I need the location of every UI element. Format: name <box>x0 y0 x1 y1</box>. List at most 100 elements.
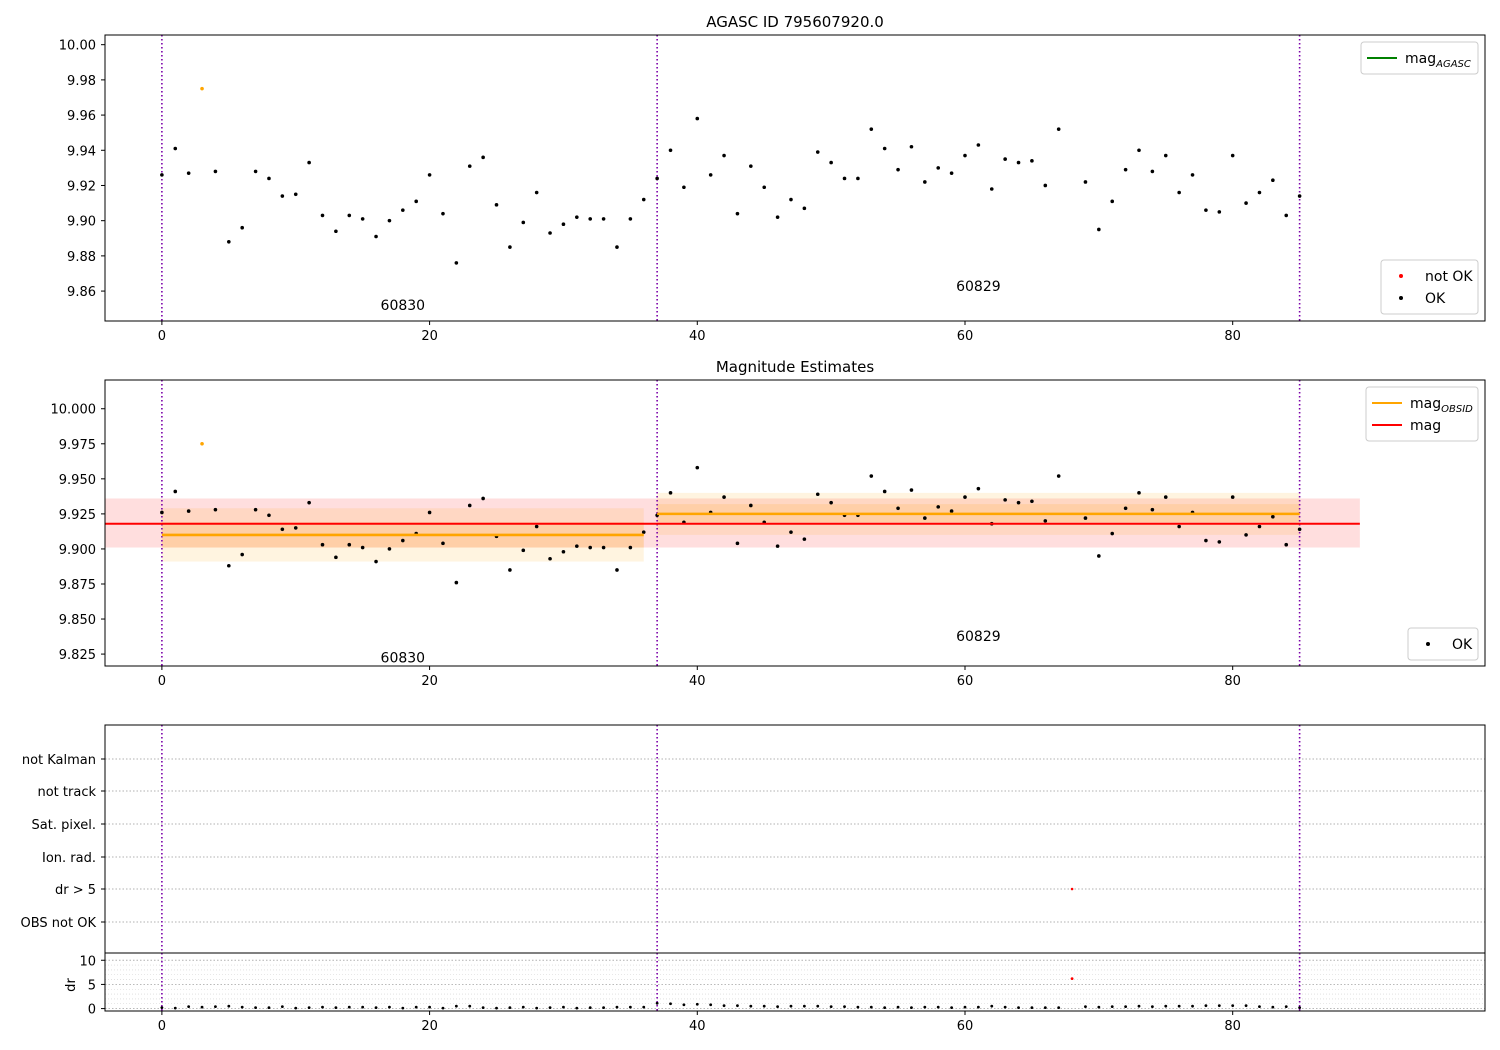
flags-panel: not Kalman not track Sat. pixel. Ion. rad. d… <box>21 724 1486 954</box>
legend-label-text: mag <box>1405 51 1436 67</box>
data-point <box>508 568 512 572</box>
data-point <box>923 180 927 184</box>
flag-row-label: dr > 5 <box>55 883 96 898</box>
data-point <box>561 549 566 554</box>
data-point <box>508 245 512 249</box>
data-point <box>441 541 445 546</box>
dr-point <box>441 1006 445 1010</box>
y-tick-label: 9.950 <box>59 473 96 488</box>
data-point <box>160 173 164 177</box>
data-point <box>722 495 726 499</box>
legend-label: not OK <box>1425 269 1473 285</box>
data-point <box>454 580 459 585</box>
data-point <box>1056 127 1061 131</box>
legend-box <box>1365 386 1479 442</box>
data-point <box>267 513 271 518</box>
data-point <box>695 116 700 121</box>
flag-point <box>1070 887 1074 891</box>
data-point <box>293 192 298 197</box>
data-point <box>253 507 258 512</box>
data-point <box>1150 169 1155 174</box>
x-tick-label: 20 <box>421 1019 438 1034</box>
dr-point <box>936 1005 940 1009</box>
dr-point <box>976 1005 980 1009</box>
data-point <box>575 215 579 219</box>
data-point <box>1083 180 1088 184</box>
y-tick-label: 9.88 <box>67 250 96 265</box>
data-point <box>1016 500 1021 505</box>
data-point <box>963 153 967 158</box>
data-point <box>1230 495 1235 499</box>
legend-label: OK <box>1425 291 1446 307</box>
legend-label: magAGASC <box>1405 51 1471 70</box>
dr-point <box>1043 1006 1047 1010</box>
data-point <box>427 173 432 177</box>
obsid-label: 60829 <box>956 279 1001 295</box>
dr-point <box>1017 1006 1020 1010</box>
data-point <box>240 225 244 230</box>
data-point <box>815 150 820 154</box>
data-point <box>655 176 659 181</box>
data-point <box>200 441 204 446</box>
y-tick-label: 9.92 <box>67 179 96 194</box>
data-point <box>387 218 392 223</box>
data-point <box>481 496 485 501</box>
legend-box <box>1380 259 1479 315</box>
y-tick-label: 9.850 <box>59 613 96 628</box>
data-point <box>307 160 311 165</box>
data-point <box>1177 190 1181 195</box>
dr-point <box>187 1005 191 1009</box>
y-tick-label: 10 <box>79 954 96 969</box>
data-point <box>1204 208 1208 212</box>
data-point <box>628 217 633 221</box>
data-point <box>949 509 954 513</box>
data-point <box>414 199 419 204</box>
data-point <box>280 527 285 532</box>
data-point <box>534 524 539 529</box>
y-tick-label: 0 <box>88 1003 96 1018</box>
dr-point <box>1271 1005 1275 1009</box>
dr-point <box>669 1002 672 1006</box>
legend-label-text: not OK <box>1425 269 1473 285</box>
dr-point <box>709 1003 713 1007</box>
data-point <box>1030 159 1034 163</box>
dr-point <box>1191 1004 1194 1008</box>
data-point <box>869 474 874 478</box>
data-point <box>735 541 740 546</box>
y-tick-label: 9.98 <box>67 74 96 89</box>
data-point <box>896 506 900 511</box>
dr-point <box>615 1005 619 1009</box>
data-point <box>548 231 552 235</box>
y-axis-label: dr <box>64 978 79 992</box>
data-point <box>374 559 378 564</box>
x-tick-label: 80 <box>1224 1019 1241 1034</box>
legend-dot-swatch <box>1399 274 1403 278</box>
dr-point <box>1110 1005 1114 1009</box>
data-point <box>467 164 472 168</box>
data-point <box>1284 542 1289 547</box>
dr-point <box>829 1005 833 1009</box>
dr-point <box>1003 1005 1007 1009</box>
data-point <box>856 176 860 181</box>
dr-point <box>508 1006 512 1010</box>
dr-point <box>896 1005 900 1009</box>
y-tick-label: 9.875 <box>59 578 96 593</box>
data-point <box>923 516 927 520</box>
dr-point <box>1057 1006 1061 1010</box>
data-point <box>802 537 807 541</box>
legend-label-text: OK <box>1452 637 1473 653</box>
x-tick-label: 40 <box>689 329 706 344</box>
dr-point <box>454 1004 458 1008</box>
x-tick-label: 60 <box>957 1019 974 1034</box>
data-point <box>1083 516 1088 520</box>
dr-point <box>481 1006 485 1010</box>
x-tick-label: 20 <box>421 674 438 689</box>
dr-point <box>802 1004 806 1008</box>
data-point <box>909 488 914 492</box>
dr-point <box>1217 1004 1221 1008</box>
data-point <box>708 173 713 177</box>
dr-point <box>1070 977 1074 981</box>
data-point <box>253 169 258 174</box>
data-point <box>1217 210 1222 214</box>
data-point <box>521 548 526 553</box>
